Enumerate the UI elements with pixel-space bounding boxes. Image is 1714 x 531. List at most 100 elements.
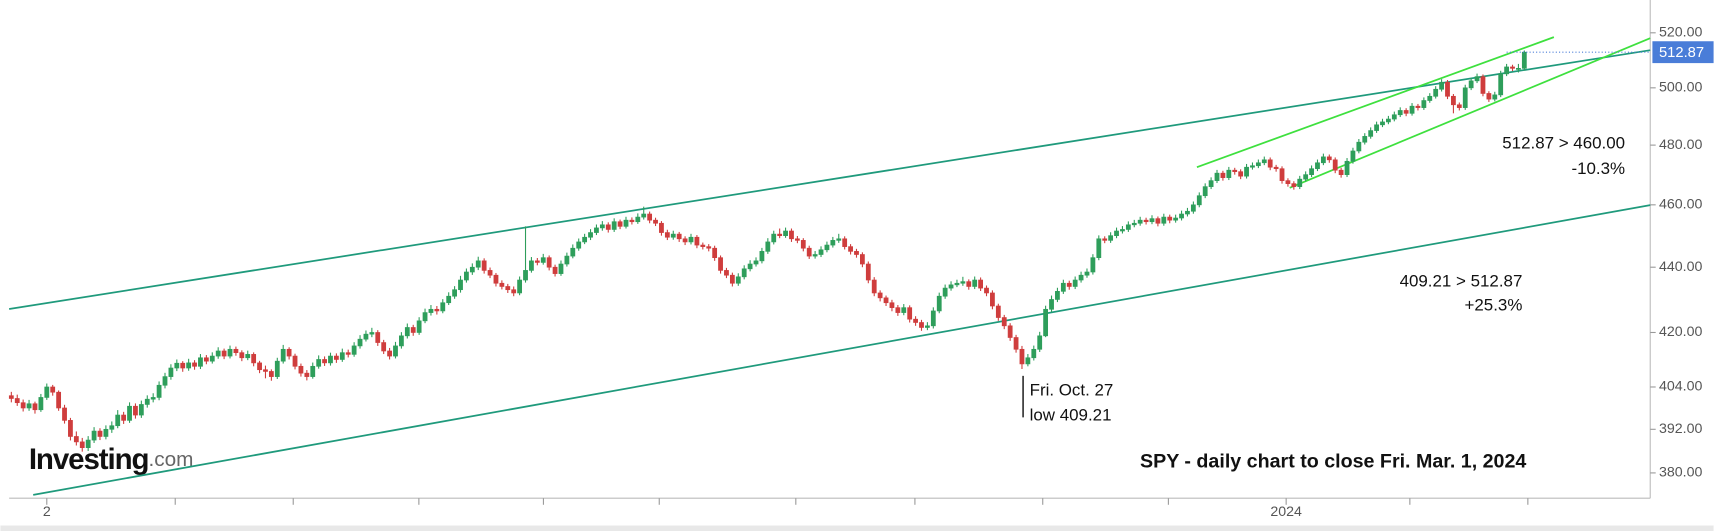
candle-body [127,405,132,421]
candle-body [611,221,617,230]
candle-body [121,414,127,421]
candle-body [942,287,948,297]
candle-body [198,357,203,367]
candle-body [558,263,564,274]
candle-body [1403,110,1409,114]
candle-body [1285,180,1291,184]
candle-body [215,350,221,357]
candle-body [186,362,192,369]
candle-body [475,260,481,268]
annotation: low 409.21 [1030,406,1112,425]
candle-body [1214,172,1220,181]
candle-body [268,371,274,377]
candle-body [741,268,747,278]
candle-body [487,270,493,276]
candle-body [729,274,735,284]
candle-body [718,257,723,271]
candle-body [930,310,936,327]
candle-body [1102,238,1108,241]
candle-body [1037,335,1043,350]
candle-body [1167,216,1173,221]
candle-body [1504,66,1510,75]
candle-body [812,254,818,257]
candle-body [540,257,546,263]
candle-body [1303,174,1309,180]
candle-body [1445,81,1450,97]
candle-body [32,403,38,411]
candle-body [399,335,404,347]
candle-body [1356,141,1362,152]
candle-body [842,238,848,247]
candle-body [1007,325,1013,338]
candle-body [1137,219,1143,224]
candle-body [641,213,647,218]
trend-lines [9,36,1651,496]
candle-body [1350,150,1356,162]
candle-body [458,279,463,291]
candle-body [1297,178,1303,187]
candle-body [1267,159,1273,168]
candle-body [1409,105,1415,114]
candle-body [747,263,753,270]
candle-body [724,270,729,276]
candle-body [534,260,540,263]
candle-body [156,384,162,398]
candle-body [1415,105,1421,108]
candle-body [180,362,186,369]
candle-body [759,251,765,262]
candle-body [1155,218,1161,224]
candle-body [245,354,251,359]
candle-body [824,244,830,251]
candle-body [192,362,197,367]
candle-body [369,332,375,335]
candle-body [860,254,865,265]
candle-body [925,325,930,328]
candle-body [1516,68,1521,70]
candle-body [316,359,322,367]
candle-body [1232,169,1238,173]
candle-body [144,398,150,405]
candle-body [883,297,889,304]
candle-body [1226,169,1232,178]
candle-body [363,333,369,340]
candle-body [138,404,144,416]
y-tick-label: 404.00 [1659,379,1703,395]
candle-body [818,249,824,255]
candle-body [1060,282,1066,292]
candle-body [203,357,209,362]
annotation: 512.87 > 460.00 [1502,134,1625,153]
trend-line [33,204,1651,496]
candle-body [1362,136,1368,143]
candle-body [464,271,469,281]
candle-body [1338,169,1344,175]
candle-body [605,224,611,230]
candle-body [381,342,387,352]
annotation: +25.3% [1465,295,1523,314]
candle-body [1220,172,1226,178]
trend-line [1196,36,1555,169]
candle-body [1125,224,1131,230]
candle-body [517,279,523,294]
candle-body [564,255,570,265]
candle-body [1055,291,1060,300]
candle-body [777,233,783,237]
candle-body [1326,156,1332,161]
candle-body [1255,162,1261,167]
candle-body [582,236,588,243]
candle-body [1368,130,1374,137]
candle-body [588,232,593,238]
candle-body [1013,337,1019,350]
candle-body [1019,348,1025,365]
candle-body [972,279,978,287]
candle-body [836,238,842,241]
y-tick-label: 480.00 [1659,137,1703,153]
candle-body [1149,218,1155,223]
candle-body [1072,279,1078,287]
candle-body [670,233,676,238]
candle-body [1421,100,1427,108]
candle-body [865,263,871,281]
candle-body [298,365,304,374]
candle-body [753,260,759,265]
candle-body [1238,171,1244,177]
candle-body [227,348,233,357]
